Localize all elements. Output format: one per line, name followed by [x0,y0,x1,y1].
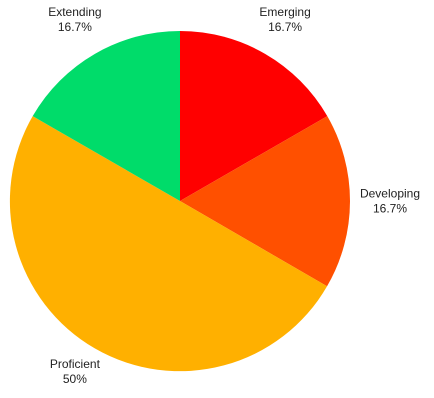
pie-slice-emerging [180,31,328,201]
pie-label-proficient: Proficient 50% [50,357,101,386]
pie-slices [9,31,351,372]
pie-label-name: Emerging [259,5,310,19]
pie-slice-proficient [9,116,328,372]
pie-label-percent: 16.7% [58,20,92,34]
pie-label-emerging: Emerging 16.7% [259,5,310,34]
pie-labels: Emerging 16.7%Developing 16.7%Proficient 50… [48,5,420,386]
pie-label-name: Extending [48,5,101,19]
pie-label-name: Developing [360,186,420,200]
pie-label-percent: 50% [63,372,87,386]
pie-label-developing: Developing 16.7% [360,186,420,215]
pie-label-name: Proficient [50,357,101,371]
pie-label-percent: 16.7% [373,201,407,215]
pie-slice-extending [32,31,180,201]
pie-label-extending: Extending 16.7% [48,5,101,34]
pie-slice-developing [180,116,351,287]
pie-label-percent: 16.7% [268,20,302,34]
